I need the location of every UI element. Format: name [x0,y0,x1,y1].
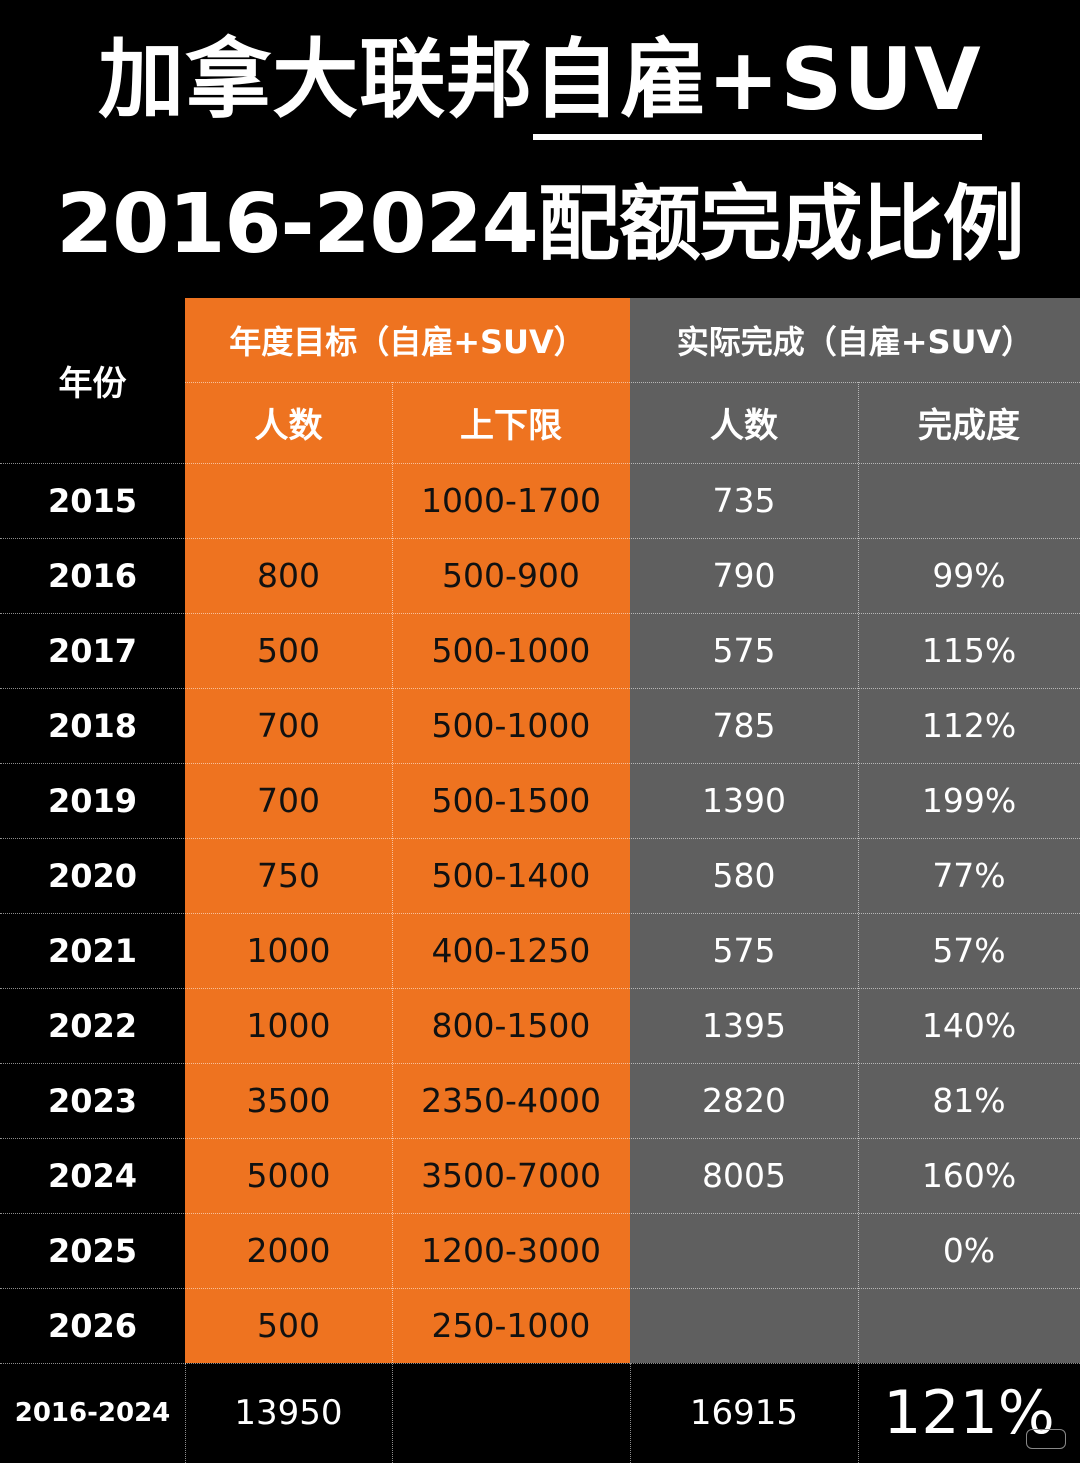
watermark-logo [1026,1429,1066,1449]
row-divider [0,463,1080,464]
cell-year: 2016 [47,556,138,595]
total-row-bg [185,1363,1080,1463]
page-title-line1: 加拿大联邦自雇+SUV [0,30,1080,140]
row-divider [0,613,1080,614]
cell-rate: 99% [932,556,1006,595]
cell-year: 2018 [47,706,138,745]
cell-year: 2022 [47,1006,138,1045]
header-divider [185,382,1080,383]
target-column-bg [185,298,630,1363]
row-divider [0,763,1080,764]
total-target: 13950 [234,1393,343,1433]
row-divider [0,988,1080,989]
cell-target: 3500 [246,1081,331,1120]
cell-actual: 575 [712,931,776,970]
actual-column-bg [630,298,1080,1363]
cell-year: 2021 [47,931,138,970]
header-actual-group: 实际完成（自雇+SUV） [676,323,1034,361]
title-plain: 加拿大联邦 [98,30,534,130]
cell-year: 2023 [47,1081,138,1120]
total-range [392,1363,630,1463]
cell-range: 2350-4000 [421,1081,601,1120]
cell-actual: 8005 [702,1156,786,1195]
row-divider [0,913,1080,914]
cell-range: 400-1250 [431,931,591,970]
cell-target: 500 [257,631,320,670]
cell-actual: 580 [712,856,776,895]
row-divider [0,1138,1080,1139]
row-divider [0,1288,1080,1289]
cell-rate: 112% [921,706,1017,745]
cell-target: 800 [257,556,320,595]
total-actual: 16915 [689,1393,799,1433]
cell-rate [858,1288,1080,1363]
cell-target [185,463,392,538]
cell-target: 700 [257,781,320,820]
cell-actual [630,1288,858,1363]
cell-actual: 785 [712,706,776,745]
header-target-group: 年度目标（自雇+SUV） [229,323,586,361]
cell-actual: 2820 [702,1081,786,1120]
cell-actual: 1395 [702,1006,786,1045]
title-underlined: 自雇+SUV [533,30,982,140]
row-divider [0,838,1080,839]
cell-target: 750 [257,856,320,895]
title-area: 加拿大联邦自雇+SUV 2016-2024配额完成比例 [0,0,1080,298]
year-column-bg [0,298,185,1463]
cell-year: 2025 [47,1231,138,1270]
column-divider [858,382,859,1463]
cell-target: 700 [257,706,320,745]
row-divider [0,688,1080,689]
cell-rate [858,463,1080,538]
cell-actual: 575 [712,631,776,670]
column-divider [630,1363,631,1463]
cell-target: 2000 [246,1231,331,1270]
header-target-count: 人数 [254,406,323,446]
cell-range: 500-1000 [431,706,591,745]
cell-range: 3500-7000 [421,1156,601,1195]
header-actual-count: 人数 [710,406,778,446]
cell-year: 2017 [47,631,138,670]
cell-range: 1200-3000 [421,1231,601,1270]
cell-actual: 1390 [702,781,786,820]
cell-rate: 199% [921,781,1017,820]
cell-range: 500-900 [442,556,580,595]
cell-rate: 160% [921,1156,1017,1195]
cell-range: 500-1000 [431,631,591,670]
cell-rate: 140% [921,1006,1017,1045]
cell-target: 500 [257,1306,320,1345]
header-completion: 完成度 [918,406,1020,446]
cell-rate: 81% [932,1081,1006,1120]
cell-range: 1000-1700 [421,481,601,520]
header-target-range: 上下限 [460,406,562,446]
row-divider [0,538,1080,539]
column-divider [185,1363,186,1463]
cell-year: 2024 [47,1156,138,1195]
cell-range: 250-1000 [431,1306,591,1345]
row-divider [0,1363,1080,1364]
cell-range: 500-1400 [431,856,591,895]
cell-actual [630,1213,858,1288]
page-title-line2: 2016-2024配额完成比例 [56,177,1024,272]
column-divider [392,382,393,1463]
cell-range: 800-1500 [431,1006,591,1045]
row-divider [0,1063,1080,1064]
cell-year: 2020 [47,856,138,895]
cell-year: 2019 [47,781,138,820]
cell-rate: 77% [932,856,1006,895]
cell-target: 1000 [246,931,331,970]
cell-rate: 57% [932,931,1006,970]
cell-actual: 790 [712,556,776,595]
cell-target: 1000 [246,1006,331,1045]
header-year: 年份 [58,364,127,404]
cell-actual: 735 [712,481,776,520]
row-divider [0,1213,1080,1214]
cell-target: 5000 [246,1156,331,1195]
cell-year: 2015 [47,481,138,520]
cell-rate: 115% [921,631,1017,670]
total-label: 2016-2024 [14,1398,171,1428]
cell-year: 2026 [47,1306,138,1345]
cell-rate: 0% [942,1231,996,1270]
cell-range: 500-1500 [431,781,591,820]
